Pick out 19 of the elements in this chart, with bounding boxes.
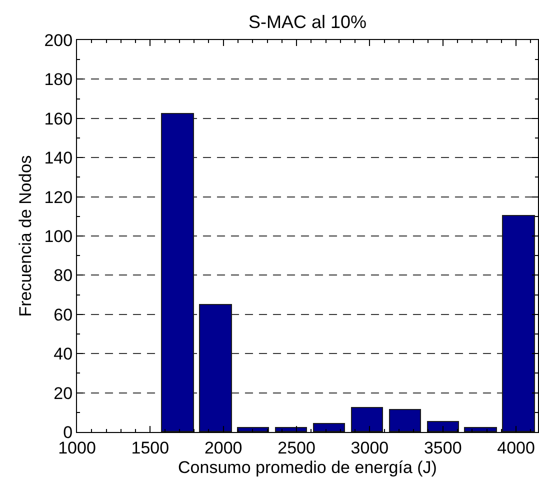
- x-tick-label: 2000: [204, 438, 242, 458]
- chart-title: S-MAC al 10%: [248, 12, 367, 32]
- x-tick-label: 2500: [278, 438, 316, 458]
- y-tick-label: 160: [44, 109, 73, 128]
- y-tick-label: 180: [44, 70, 73, 90]
- y-tick-label: 200: [44, 30, 73, 50]
- x-tick-label: 1500: [131, 438, 170, 458]
- y-tick-label: 60: [54, 305, 73, 324]
- x-axis-title: Consumo promedio de energía (J): [178, 458, 437, 477]
- x-tick-label: 3500: [424, 438, 462, 458]
- y-axis-title: Frecuencia de Nodos: [16, 155, 35, 317]
- y-tick-label: 80: [54, 266, 73, 286]
- y-tick-label: 100: [44, 226, 73, 246]
- x-tick-label: 3000: [350, 438, 389, 458]
- y-tick-label: 20: [54, 384, 73, 403]
- y-tick-label: 120: [44, 188, 73, 207]
- y-tick-label: 40: [54, 344, 73, 364]
- x-tick-label: 4000: [497, 438, 535, 458]
- y-tick-label: 140: [44, 148, 73, 168]
